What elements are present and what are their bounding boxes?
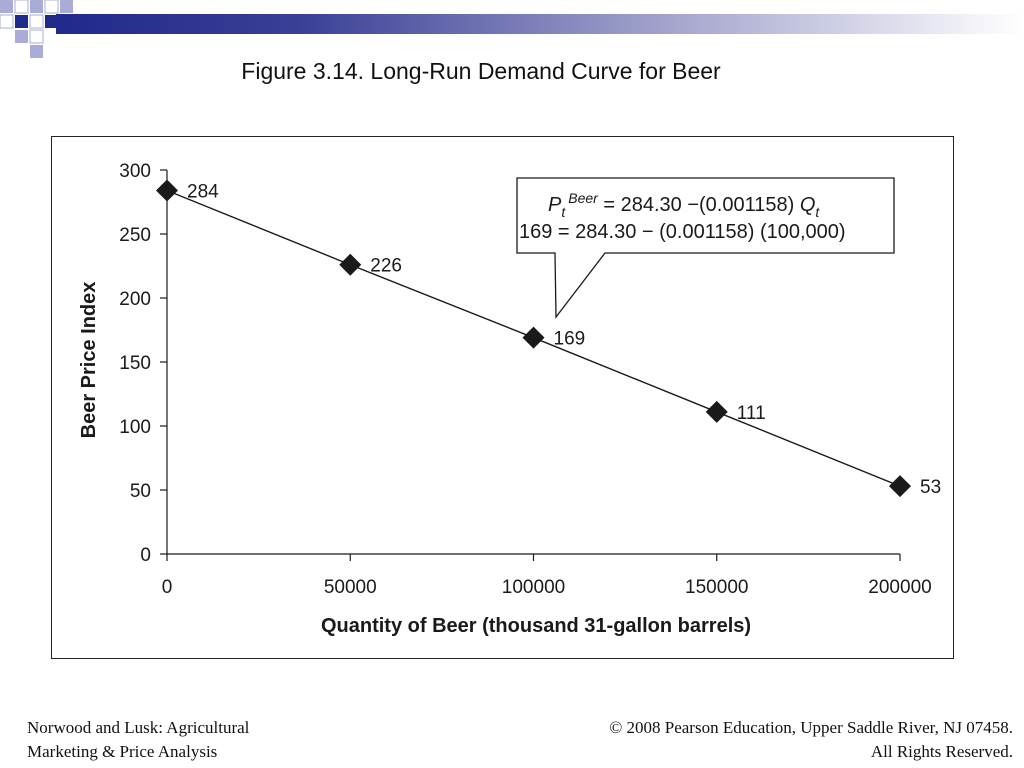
equation-line-2: 169 = 284.30 − (0.001158) (100,000) [519,221,846,243]
header-square [44,0,59,14]
header-square [15,30,28,43]
callout-box [516,177,895,319]
data-point-label: 226 [370,256,402,277]
data-point-label: 284 [187,181,219,202]
header-square [60,0,73,13]
y-tick-label: 100 [119,417,151,438]
header-square [0,0,13,13]
header-square [29,29,44,44]
x-tick-label: 100000 [502,577,565,598]
slide-title-text: Figure 3.14. Long-Run Demand Curve for B… [241,58,721,84]
equation-line-1: PtBeer = 284.30 −(0.001158) Qt [548,190,820,220]
footer-left-line: Norwood and Lusk: Agricultural [27,718,250,737]
data-point-marker [705,400,728,423]
footer-right: © 2008 Pearson Education, Upper Saddle R… [609,716,1013,764]
y-tick-label: 50 [130,481,151,502]
x-tick-label: 150000 [685,577,748,598]
header-square [45,15,58,28]
footer-left-line: Marketing & Price Analysis [27,742,218,761]
series: 284 226 169 111 53 [156,179,941,498]
x-tick-label: 200000 [868,577,931,598]
header-gradient-band [56,14,1024,34]
data-point-marker [156,179,178,202]
data-point-marker [339,253,362,276]
footer-right-line: © 2008 Pearson Education, Upper Saddle R… [609,718,1013,737]
y-axis-label: Beer Price Index [78,282,100,439]
footer-left: Norwood and Lusk: Agricultural Marketing… [27,716,249,764]
header-square [29,14,44,29]
data-point-marker [889,475,911,498]
data-point-label: 111 [737,403,766,424]
data-point-marker [522,326,545,349]
slide-header-decoration [0,0,1024,58]
y-tick-label: 300 [119,161,151,182]
y-tick-label: 250 [119,225,151,246]
axes: 0 50 100 150 200 250 300 0 50000 100000 150000 2000… [78,161,932,637]
y-tick-label: 200 [119,289,151,310]
y-tick-label: 150 [119,353,151,374]
header-square [0,14,14,29]
y-tick-label: 0 [140,545,151,566]
data-point-label: 53 [920,477,941,498]
x-tick-label: 50000 [324,577,377,598]
data-point-label: 169 [554,329,586,350]
header-square [30,45,43,58]
footer-right-line: All Rights Reserved. [870,742,1013,761]
header-square [30,0,43,13]
header-square [15,15,28,28]
slide-title: Figure 3.14. Long-Run Demand Curve for B… [0,58,1024,85]
header-square [14,0,29,14]
x-axis-label: Quantity of Beer (thousand 31-gallon bar… [321,615,751,637]
x-tick-label: 0 [162,577,173,598]
